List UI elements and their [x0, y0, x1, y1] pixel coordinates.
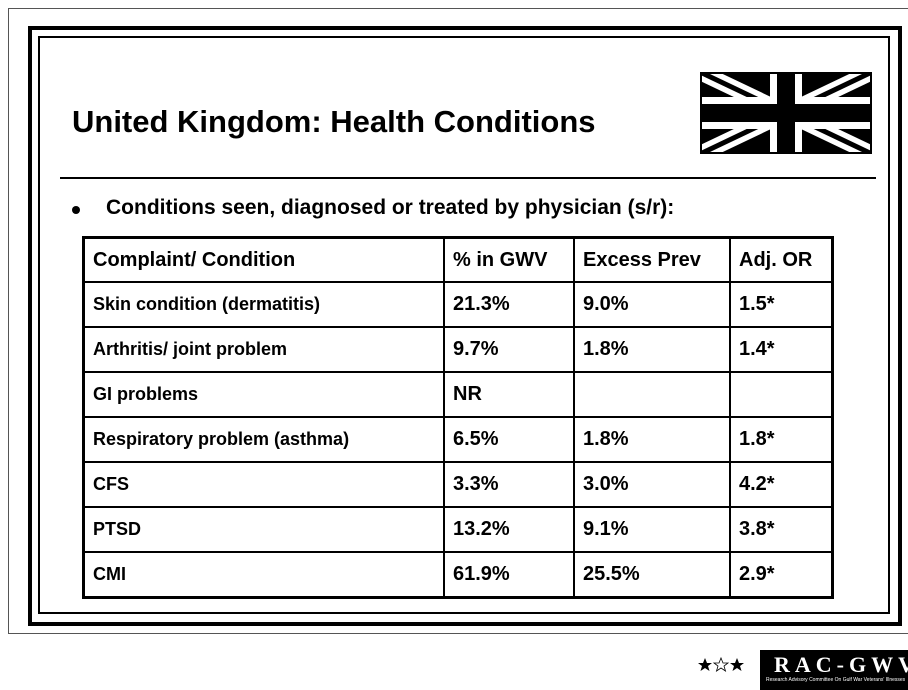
title: United Kingdom: Health Conditions	[72, 104, 596, 139]
table-row: CMI 61.9% 25.5% 2.9*	[82, 551, 834, 599]
table-cell: 9.0%	[573, 281, 731, 328]
table-cell: 6.5%	[443, 416, 575, 463]
table-cell: CFS	[82, 461, 445, 508]
table-cell: 21.3%	[443, 281, 575, 328]
table-cell: Skin condition (dermatitis)	[82, 281, 445, 328]
table-cell: 1.8%	[573, 416, 731, 463]
table-cell: 9.1%	[573, 506, 731, 553]
table-cell: Respiratory problem (asthma)	[82, 416, 445, 463]
table-row: GI problems NR	[82, 371, 834, 418]
table-cell: 1.8*	[729, 416, 834, 463]
logo-subtitle: Research Advisory Committee On Gulf War …	[766, 677, 906, 683]
table-cell	[729, 371, 834, 418]
stars	[698, 656, 744, 672]
logo-text: RAC-GWVI	[774, 652, 908, 677]
table-cell: NR	[443, 371, 575, 418]
table-cell: 4.2*	[729, 461, 834, 508]
header-cell: % in GWV	[443, 236, 575, 283]
table-cell: 9.7%	[443, 326, 575, 373]
conditions-table: Complaint/ Condition% in GWV Excess Prev A…	[82, 236, 834, 599]
table-cell: 3.3%	[443, 461, 575, 508]
header-cell: Adj. OR	[729, 236, 834, 283]
table-cell: 61.9%	[443, 551, 575, 599]
bullet-dot	[72, 206, 80, 214]
table-cell	[573, 371, 731, 418]
table-cell: CMI	[82, 551, 445, 599]
table-cell: 13.2%	[443, 506, 575, 553]
title-rule	[60, 177, 876, 179]
table-cell: 1.8%	[573, 326, 731, 373]
header-cell: Complaint/ Condition	[82, 236, 445, 283]
table-cell: 1.4*	[729, 326, 834, 373]
table-cell: 3.0%	[573, 461, 731, 508]
page-edge	[8, 8, 908, 634]
table-row: Skin condition (dermatitis) 21.3% 9.0% 1.5*	[82, 281, 834, 328]
table-cell: Arthritis/ joint problem	[82, 326, 445, 373]
frame-outer	[28, 26, 902, 626]
table-cell: 25.5%	[573, 551, 731, 599]
table-cell: 1.5*	[729, 281, 834, 328]
table-cell: GI problems	[82, 371, 445, 418]
table-cell: 3.8*	[729, 506, 834, 553]
table-row: PTSD 13.2% 9.1% 3.8*	[82, 506, 834, 553]
logo: RAC-GWVI Research Advisory Committee On …	[760, 650, 908, 690]
table-cell: 2.9*	[729, 551, 834, 599]
table-row: CFS 3.3% 3.0% 4.2*	[82, 461, 834, 508]
table-cell: PTSD	[82, 506, 445, 553]
header-cell: Excess Prev	[573, 236, 731, 283]
table-row: Respiratory problem (asthma) 6.5% 1.8% 1.8*	[82, 416, 834, 463]
frame-inner	[38, 36, 890, 614]
table-row: Arthritis/ joint problem 9.7% 1.8% 1.4*	[82, 326, 834, 373]
bullet-text: Conditions seen, diagnosed or treated by…	[106, 196, 675, 219]
header-row: Complaint/ Condition% in GWV Excess Prev A…	[82, 236, 834, 283]
flag	[700, 72, 872, 154]
